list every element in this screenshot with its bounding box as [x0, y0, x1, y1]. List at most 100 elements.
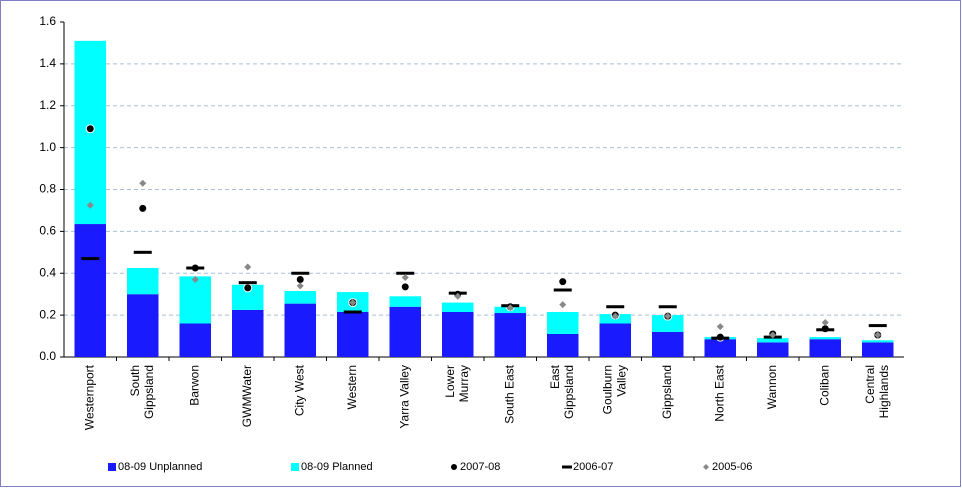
label-line: Coliban: [817, 365, 831, 406]
bar: [757, 342, 789, 357]
label-line: City West: [292, 364, 306, 416]
legend-label: 2007-08: [460, 461, 500, 473]
bar: [442, 311, 474, 357]
x-tick-label: Barwon: [187, 365, 201, 406]
legend-swatch: [562, 465, 572, 469]
dash-marker: [553, 288, 572, 292]
label-line: Yarra Valley: [397, 365, 411, 429]
bar: [337, 311, 369, 357]
y-tick-label: 0.0: [39, 349, 56, 363]
diamond-marker: [401, 273, 409, 281]
label-line: Lower: [443, 365, 457, 398]
label-line: Western: [345, 365, 359, 409]
diamond-marker: [454, 292, 462, 300]
label-line: Barwon: [187, 365, 201, 406]
x-tick-label: Western: [345, 365, 359, 409]
label-line: Murray: [457, 365, 471, 402]
x-tick-label: Westernport: [82, 364, 96, 430]
diamond-marker: [506, 304, 514, 312]
diamond-marker: [244, 263, 252, 271]
legend-label: 2006-07: [573, 461, 613, 473]
x-tick-label: Gippsland: [660, 365, 674, 419]
legend-swatch: [703, 464, 709, 470]
diamond-marker: [349, 299, 357, 307]
label-line: Gippsland: [660, 365, 674, 419]
dot-marker: [558, 277, 568, 287]
bar: [547, 333, 579, 357]
bar: [652, 315, 684, 332]
dash-marker: [133, 250, 152, 254]
diamond-marker: [611, 312, 619, 320]
dot-marker: [85, 124, 95, 134]
bar: [547, 311, 579, 334]
x-tick-label: Wannon: [765, 365, 779, 409]
bar: [179, 323, 211, 357]
diamond-marker: [769, 331, 777, 339]
dash-marker: [238, 281, 257, 285]
x-tick-label: GoulburnValley: [600, 365, 628, 414]
dot-marker: [400, 282, 410, 292]
bar: [809, 339, 841, 357]
x-tick-label: North East: [712, 364, 726, 421]
diamond-marker: [874, 331, 882, 339]
bar: [127, 268, 159, 295]
bar: [442, 302, 474, 312]
y-tick-label: 1.2: [39, 98, 56, 112]
dot-marker: [138, 203, 148, 213]
label-line: Gippsland: [562, 365, 576, 419]
legend-swatch: [291, 463, 299, 471]
dash-marker: [81, 257, 100, 261]
x-tick-label: South East: [502, 364, 516, 423]
y-tick-label: 0.2: [39, 307, 56, 321]
bar: [127, 294, 159, 357]
x-tick-label: LowerMurray: [443, 365, 471, 402]
bar: [232, 309, 264, 357]
dot-marker: [243, 283, 253, 293]
x-tick-label: GWMWater: [240, 365, 254, 427]
legend-swatch: [108, 463, 116, 471]
bar: [862, 342, 894, 357]
y-tick-label: 0.4: [39, 265, 56, 279]
diamond-marker: [664, 312, 672, 320]
bar: [74, 224, 106, 357]
diamond-marker: [821, 318, 829, 326]
bar: [652, 331, 684, 357]
diamond-marker: [716, 323, 724, 331]
bar: [494, 313, 526, 357]
y-tick-label: 0.6: [39, 224, 56, 238]
bar: [862, 340, 894, 343]
bar: [284, 291, 316, 304]
bar: [389, 306, 421, 357]
y-tick-label: 1.0: [39, 140, 56, 154]
label-line: North East: [712, 364, 726, 421]
dash-marker: [396, 271, 415, 275]
y-tick-label: 0.8: [39, 182, 56, 196]
dash-marker: [291, 271, 310, 275]
label-line: Central: [863, 365, 877, 404]
bar: [284, 303, 316, 357]
label-line: Gippsland: [142, 365, 156, 419]
legend-swatch: [451, 464, 457, 470]
x-tick-label: EastGippsland: [548, 364, 576, 419]
dash-marker: [343, 310, 362, 314]
bar: [599, 323, 631, 357]
bar: [389, 296, 421, 307]
legend-label: 2005-06: [712, 461, 752, 473]
dash-marker: [186, 266, 205, 270]
y-tick-label: 1.4: [39, 56, 56, 70]
x-tick-label: Yarra Valley: [397, 365, 411, 429]
diamond-marker: [139, 179, 147, 187]
legend-label: 08-09 Unplanned: [118, 461, 202, 473]
bar: [809, 337, 841, 340]
x-tick-label: City West: [292, 364, 306, 416]
dash-marker: [606, 305, 625, 309]
label-line: GWMWater: [240, 365, 254, 427]
dash-marker: [711, 336, 730, 340]
dash-marker: [816, 328, 835, 332]
label-line: South: [128, 365, 142, 396]
label-line: Valley: [614, 365, 628, 397]
label-line: Goulburn: [600, 365, 614, 414]
